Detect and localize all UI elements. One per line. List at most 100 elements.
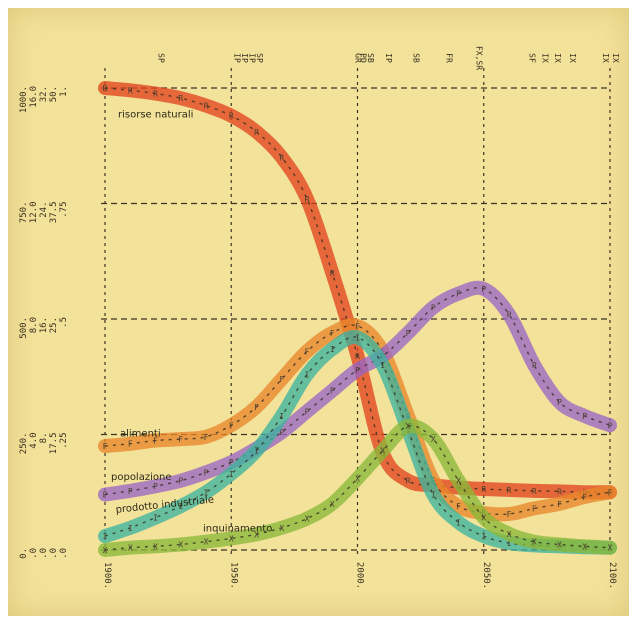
series-point-3: I (103, 532, 108, 541)
series-band-2 (98, 280, 617, 502)
series-point-2: P (481, 285, 486, 294)
series-point-1: F (204, 433, 209, 442)
series-point-3: I (178, 502, 183, 511)
series-point-0: R (305, 195, 310, 204)
series-point-2: P (532, 361, 537, 370)
series-point-3: I (456, 518, 461, 527)
series-point-3: I (128, 524, 133, 533)
y-tick-label: .5 (59, 317, 69, 328)
series-point-4: X (431, 435, 436, 444)
series-point-4: X (532, 538, 537, 547)
top-marker-label: IX (540, 53, 549, 63)
series-point-4: X (153, 542, 158, 551)
series-band-0 (98, 81, 617, 500)
series-point-1: F (305, 347, 310, 356)
series-point-1: F (330, 329, 335, 338)
series-point-2: P (103, 491, 108, 500)
series-point-3: I (254, 447, 259, 456)
top-marker-label: IP (232, 53, 241, 63)
series-point-1: F (456, 502, 461, 511)
top-marker-label: PD (359, 53, 368, 63)
y-tick-label: 32. (39, 86, 49, 102)
series-point-3: I (355, 333, 360, 342)
series-label-2: popolazione (111, 472, 171, 483)
y-tick-label: 37.5 (49, 202, 59, 224)
x-tick-label: 1900. (102, 562, 112, 589)
top-marker-label: SP (157, 53, 166, 63)
y-tick-label: .0 (59, 548, 69, 559)
y-tick-label: .25 (59, 433, 69, 449)
top-marker-label: FX,SR (475, 46, 484, 70)
series-label-0: risorse naturali (118, 110, 193, 121)
y-tick-label: 250. (19, 433, 29, 455)
series-point-4: X (128, 544, 133, 553)
series-point-0: R (178, 94, 183, 103)
series-point-3: I (481, 532, 486, 541)
series-label-1: alimenti (120, 429, 161, 440)
top-marker-label: IX (568, 53, 577, 63)
series-point-1: F (582, 493, 587, 502)
y-tick-label: 1000. (19, 86, 29, 113)
series-point-1: F (532, 504, 537, 513)
series-point-1: F (279, 375, 284, 384)
series-line-0 (104, 87, 611, 494)
y-tick-label: .75 (59, 202, 69, 218)
series-point-4: X (330, 500, 335, 509)
series-point-2: P (456, 290, 461, 299)
series-point-0: R (279, 153, 284, 162)
series-point-0: R (355, 352, 360, 361)
series-point-0: R (229, 112, 234, 121)
y-tick-label: 25. (49, 317, 59, 333)
series-point-2: P (582, 412, 587, 421)
y-tick-label: 4.0 (29, 433, 39, 449)
series-point-2: P (204, 468, 209, 477)
series-point-0: R (103, 84, 108, 93)
series-point-2: P (608, 421, 613, 430)
x-tick-label: 2000. (355, 562, 365, 589)
series-point-0: R (532, 487, 537, 496)
top-marker-label: FR (444, 53, 453, 63)
series-point-3: I (229, 470, 234, 479)
series-point-1: F (178, 435, 183, 444)
top-marker-label: IP (247, 53, 256, 63)
series-point-2: P (557, 398, 562, 407)
series-point-4: X (355, 474, 360, 483)
series-point-1: F (153, 437, 158, 446)
y-tick-label: 0. (19, 548, 29, 559)
series-point-0: R (153, 90, 158, 99)
series-point-3: I (153, 514, 158, 523)
y-tick-label: .0 (39, 548, 49, 559)
y-tick-label: 8.0 (29, 317, 39, 333)
series-band-1 (98, 318, 617, 522)
top-marker-label: SB (366, 53, 375, 63)
series-point-4: X (380, 447, 385, 456)
series-point-4: X (406, 422, 411, 431)
top-marker-label: IP (240, 53, 249, 63)
series-point-2: P (279, 428, 284, 437)
series-point-3: I (305, 370, 310, 379)
top-marker-label: IX (611, 53, 620, 63)
series-point-0: R (557, 487, 562, 496)
series-point-1: F (608, 488, 613, 497)
top-marker-label: SF (528, 53, 537, 63)
series-point-1: F (355, 322, 360, 331)
series-point-2: P (153, 482, 158, 491)
y-tick-label: 16.0 (29, 86, 39, 108)
y-tick-label: 16. (39, 317, 49, 333)
y-tick-label: 12.0 (29, 202, 39, 224)
y-tick-label: 1. (59, 86, 69, 97)
top-marker-label: IX (601, 53, 610, 63)
series-point-1: F (254, 403, 259, 412)
top-marker-label: SB (412, 53, 421, 63)
series-point-2: P (305, 407, 310, 416)
series-point-4: X (305, 515, 310, 524)
series-point-3: I (330, 345, 335, 354)
top-marker-label: SP (255, 53, 264, 63)
series-point-0: R (406, 477, 411, 486)
series-point-2: P (330, 387, 335, 396)
series-point-2: P (229, 458, 234, 467)
